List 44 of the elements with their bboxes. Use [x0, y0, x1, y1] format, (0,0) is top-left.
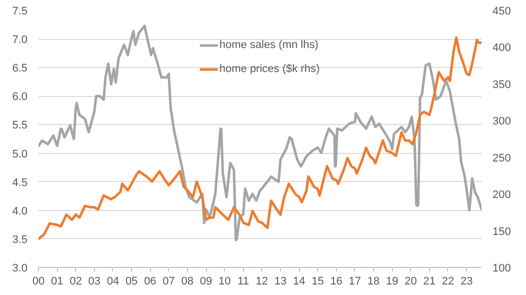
x-tick-label: 18: [367, 276, 380, 288]
y2-tick-label: 150: [492, 226, 511, 238]
y2-tick-label: 200: [492, 189, 511, 202]
x-tick-label: 17: [348, 276, 362, 288]
y-tick-label: 5.0: [12, 148, 28, 160]
x-tick-label: 16: [330, 276, 342, 288]
y2-tick-label: 100: [492, 262, 511, 274]
x-tick-label: 20: [404, 276, 417, 288]
x-tick-label: 00: [32, 276, 45, 288]
y-tick-label: 3.5: [12, 234, 28, 246]
x-tick-label: 09: [200, 276, 212, 288]
x-tick-label: 08: [181, 276, 194, 288]
y-tick-label: 4.0: [12, 205, 28, 218]
x-tick-label: 07: [162, 276, 175, 288]
legend-label: home sales (mn lhs): [219, 39, 318, 51]
y-tick-label: 7.0: [12, 34, 28, 46]
y-tick-label: 3.0: [12, 262, 28, 274]
y-tick-label: 6.0: [12, 91, 28, 104]
x-tick-label: 05: [125, 276, 138, 288]
x-tick-label: 10: [218, 276, 231, 288]
x-tick-label: 11: [238, 276, 249, 288]
x-tick-label: 03: [88, 276, 100, 288]
x-tick-label: 23: [460, 276, 473, 288]
legend-label: home prices ($k rhs): [219, 63, 320, 75]
y2-tick-label: 400: [492, 42, 511, 54]
y-tick-label: 6.5: [12, 62, 28, 75]
x-tick-label: 06: [144, 276, 156, 288]
y-tick-label: 5.5: [12, 120, 28, 132]
x-tick-label: 22: [442, 276, 454, 288]
x-tick-label: 12: [256, 276, 268, 288]
x-tick-label: 14: [292, 276, 306, 288]
y2-tick-label: 250: [492, 152, 511, 164]
x-tick-label: 13: [274, 276, 287, 288]
y2-tick-label: 300: [492, 116, 511, 128]
y2-tick-label: 350: [492, 78, 511, 91]
x-tick-label: 02: [70, 276, 82, 288]
x-tick-label: 04: [106, 276, 120, 288]
x-tick-label: 21: [423, 276, 436, 288]
x-tick-label: 15: [312, 276, 324, 288]
y2-tick-label: 450: [492, 6, 511, 18]
x-tick-label: 19: [386, 276, 398, 288]
y-tick-label: 7.5: [12, 6, 28, 18]
y-tick-label: 4.5: [12, 176, 28, 189]
x-tick-label: 01: [50, 276, 64, 288]
